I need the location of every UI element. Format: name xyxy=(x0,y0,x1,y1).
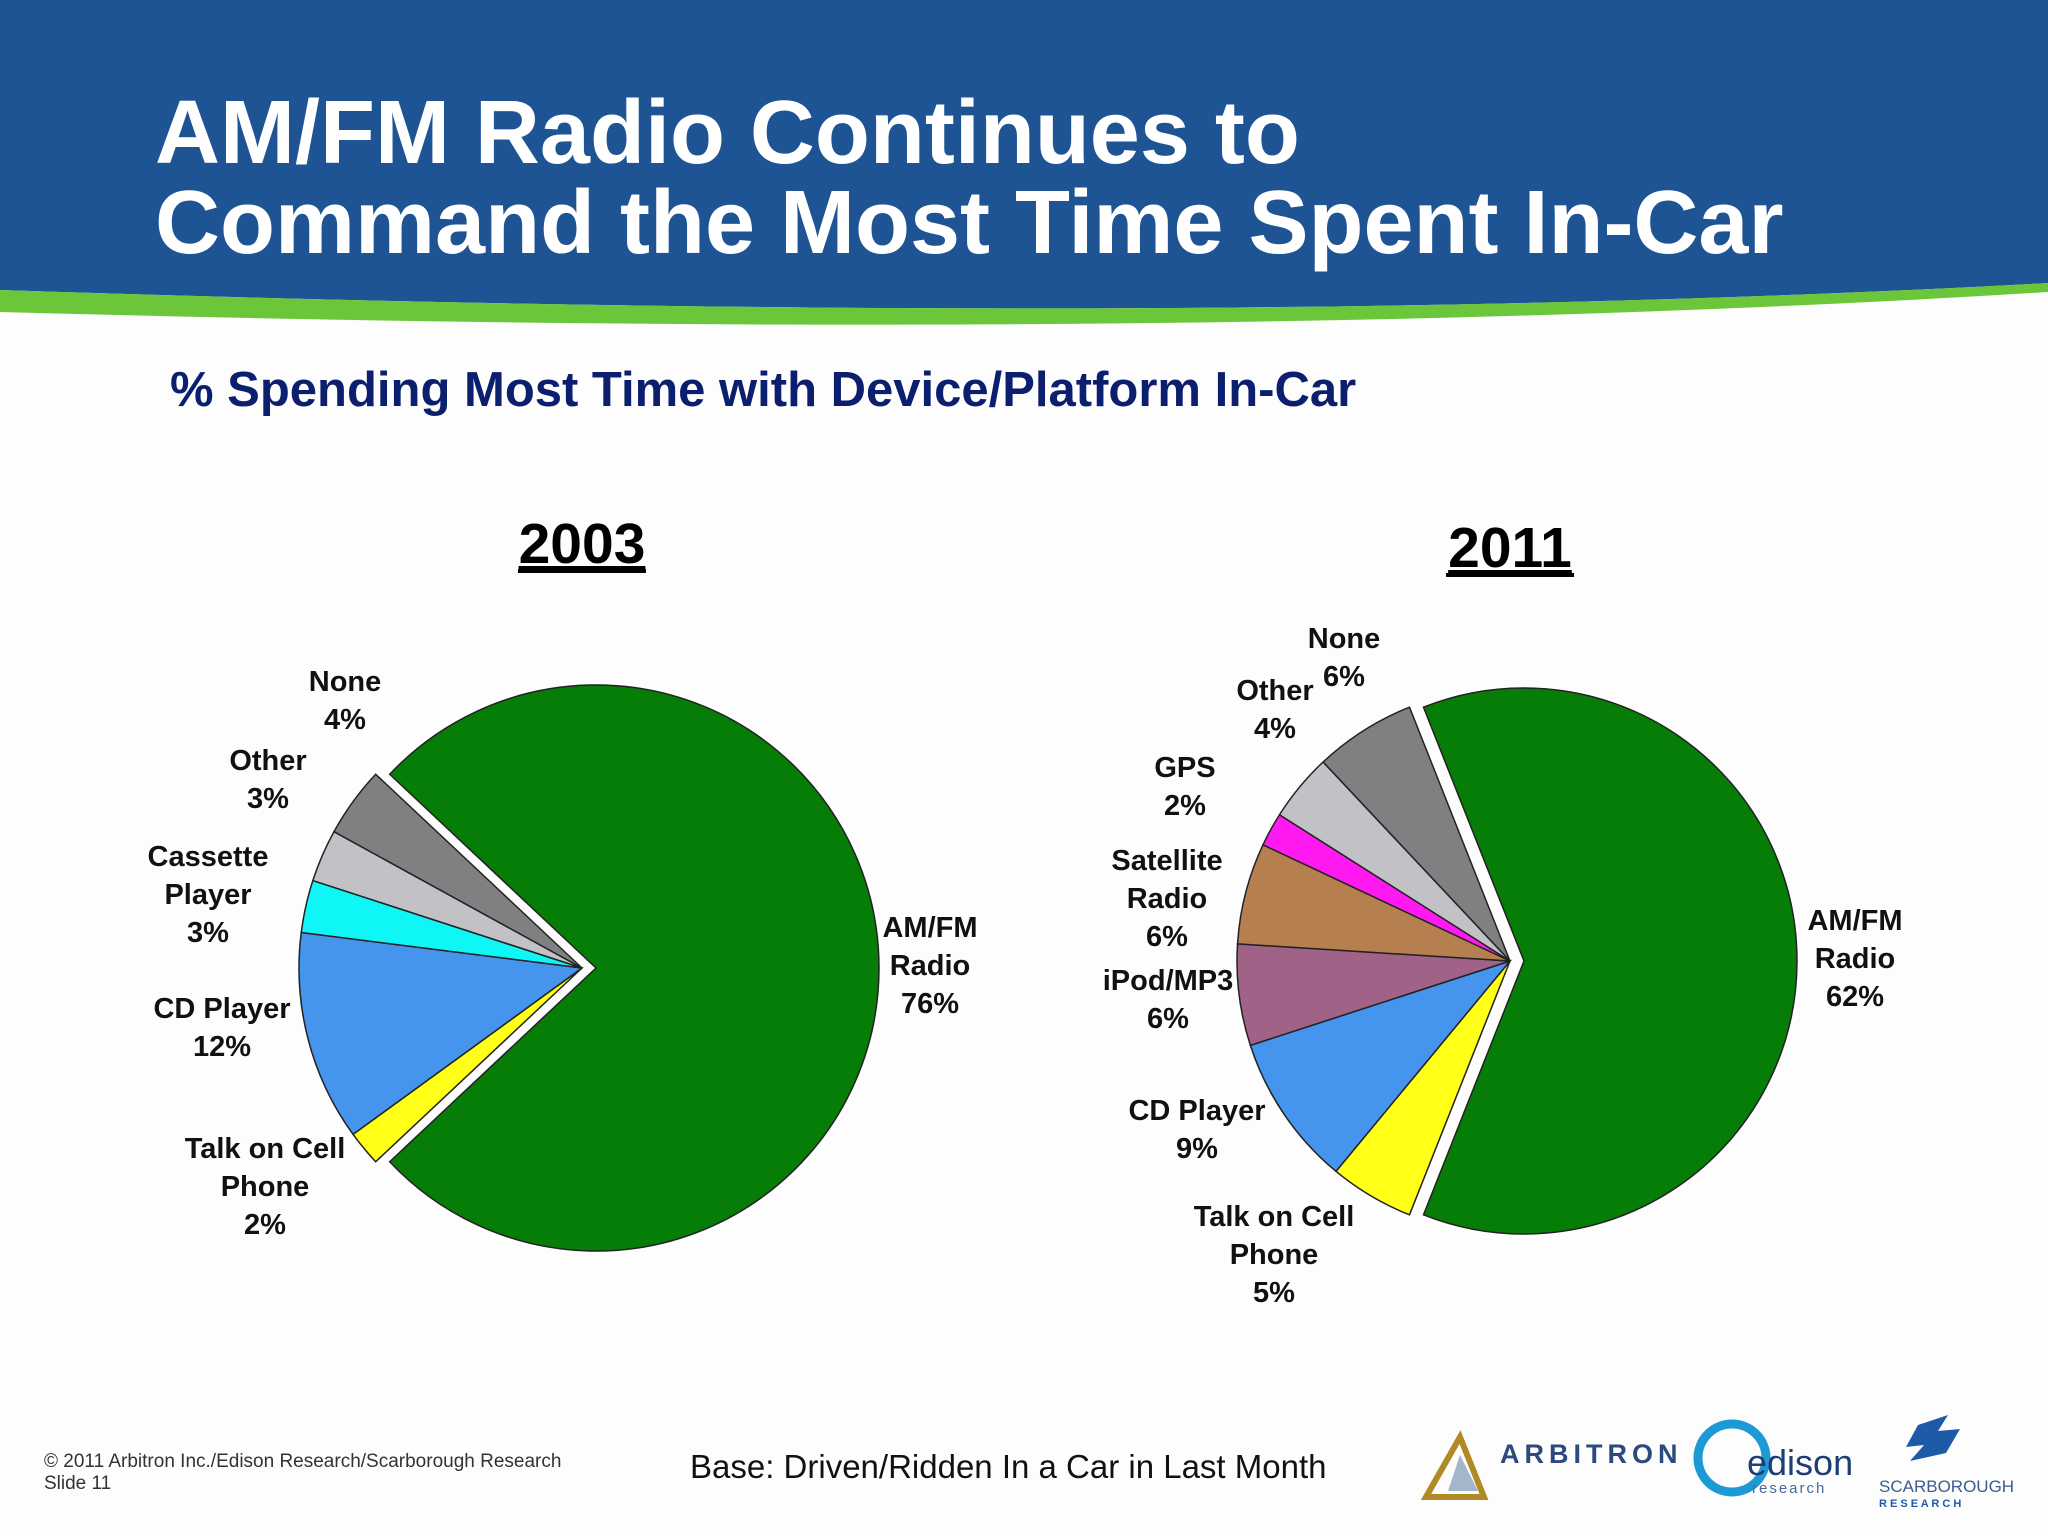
slice-label-line: 4% xyxy=(1254,713,1296,745)
page-title: AM/FM Radio Continues to Command the Mos… xyxy=(155,88,1975,268)
chart-title-2011: 2011 xyxy=(1448,516,1572,580)
slice-label-line: Talk on Cell xyxy=(185,1133,346,1165)
scarborough-logo: SCARBOROUGH R E S E A R C H xyxy=(1879,1415,2014,1510)
slice-label-2003-am-fm-radio: AM/FM Radio 76% xyxy=(882,912,977,1020)
slice-label-2003-cd-player: CD Player 12% xyxy=(153,993,290,1063)
slice-label-line: 2% xyxy=(1164,790,1206,822)
arbitron-logo-mark xyxy=(1420,1430,1489,1500)
pie-charts: AM/FM Radio 76% Talk on Cell Phone 2% CD Playe… xyxy=(148,512,1903,1309)
pie-chart-2011: AM/FM Radio 62% Talk on Cell Phone 5% CD Playe… xyxy=(1103,516,1903,1309)
slice-label-line: Talk on Cell xyxy=(1194,1201,1355,1233)
slice-label-line: 2% xyxy=(244,1209,286,1241)
slice-label-2003-talk-on-cell-phone: Talk on Cell Phone 2% xyxy=(185,1133,346,1241)
slice-label-line: 12% xyxy=(193,1031,251,1063)
slice-label-2011-satellite-radio: Satellite Radio 6% xyxy=(1111,845,1222,953)
edison-logo-mark xyxy=(1693,1419,1771,1497)
pie-slice-2011-cd-player xyxy=(1249,959,1513,1173)
slice-label-line: 6% xyxy=(1323,661,1365,693)
header-band xyxy=(0,0,2048,325)
arbitron-wordmark: ARBITRON xyxy=(1500,1439,1683,1469)
slice-label-line: Phone xyxy=(221,1171,310,1203)
pie-slice-2011-none xyxy=(1322,706,1511,962)
slice-label-line: Phone xyxy=(1230,1239,1319,1271)
slice-label-line: Cassette xyxy=(148,841,269,873)
title-line-1: AM/FM Radio Continues to xyxy=(155,83,1300,183)
header-background xyxy=(0,0,2048,309)
slice-label-line: 62% xyxy=(1826,981,1884,1013)
slice-label-2011-gps: GPS 2% xyxy=(1154,752,1215,822)
chart-title-2003: 2003 xyxy=(519,512,646,576)
slice-label-line: 3% xyxy=(247,783,289,815)
slide-number: Slide 11 xyxy=(44,1473,112,1494)
slice-label-line: Satellite xyxy=(1111,845,1222,877)
slice-label-line: CD Player xyxy=(153,993,290,1025)
base-note: Base: Driven/Ridden In a Car in Last Mon… xyxy=(690,1448,1327,1485)
slice-label-line: Radio xyxy=(890,950,971,982)
slice-label-line: 9% xyxy=(1176,1133,1218,1165)
slice-label-line: CD Player xyxy=(1128,1095,1265,1127)
pie-chart-2003: AM/FM Radio 76% Talk on Cell Phone 2% CD Playe… xyxy=(148,512,978,1252)
copyright-text: © 2011 Arbitron Inc./Edison Research/Sca… xyxy=(44,1451,562,1472)
slice-label-line: 4% xyxy=(324,704,366,736)
chart-subtitle: % Spending Most Time with Device/Platfor… xyxy=(170,363,1357,417)
slice-label-2011-am-fm-radio: AM/FM Radio 62% xyxy=(1807,905,1902,1013)
edison-subword: research xyxy=(1752,1480,1826,1497)
slice-label-line: 5% xyxy=(1253,1277,1295,1309)
slice-label-2011-none: None 6% xyxy=(1308,623,1381,693)
scarborough-wordmark: SCARBOROUGH xyxy=(1879,1477,2014,1496)
slice-label-2003-none: None 4% xyxy=(309,666,382,736)
slice-label-2003-other: Other 3% xyxy=(229,745,306,815)
pie-slice-2011-am-fm-radio xyxy=(1422,687,1798,1235)
footer-copyright: © 2011 Arbitron Inc./Edison Research/Sca… xyxy=(44,1451,561,1495)
title-line-2: Command the Most Time Spent In-Car xyxy=(155,173,1784,273)
slice-label-line: AM/FM xyxy=(882,912,977,944)
edison-wordmark: edison xyxy=(1747,1442,1853,1483)
slice-label-2011-other: Other 4% xyxy=(1236,675,1313,745)
slice-label-line: Other xyxy=(229,745,306,777)
header-accent-stripe xyxy=(0,283,2048,325)
slice-label-line: 6% xyxy=(1147,1003,1189,1035)
slice-label-line: 76% xyxy=(901,988,959,1020)
slice-label-2011-ipod-mp3: iPod/MP3 6% xyxy=(1103,965,1234,1035)
slice-label-line: 6% xyxy=(1146,921,1188,953)
scarborough-logo-mark xyxy=(1906,1415,1960,1461)
slice-label-line: Radio xyxy=(1127,883,1208,915)
scarborough-subword: R E S E A R C H xyxy=(1879,1498,1961,1510)
slice-label-2011-cd-player: CD Player 9% xyxy=(1128,1095,1265,1165)
slice-label-line: None xyxy=(309,666,382,698)
slice-label-line: None xyxy=(1308,623,1381,655)
arbitron-logo-shade xyxy=(1448,1455,1478,1491)
pie-slice-2003-none xyxy=(332,773,583,969)
slice-label-line: GPS xyxy=(1154,752,1215,784)
arbitron-logo: ARBITRON xyxy=(1420,1430,1683,1500)
slice-label-2011-talk-on-cell-phone: Talk on Cell Phone 5% xyxy=(1194,1201,1355,1309)
pie-slice-2003-cd-player xyxy=(298,931,584,1136)
pie-slice-2003-am-fm-radio xyxy=(388,684,880,1252)
slice-label-line: 3% xyxy=(187,917,229,949)
slice-label-2003-cassette-player: Cassette Player 3% xyxy=(148,841,269,949)
edison-logo: edison research xyxy=(1693,1419,1853,1497)
sponsor-logos: ARBITRON edison research SCARBOROUGH R E… xyxy=(1420,1415,2014,1510)
slice-label-line: Player xyxy=(164,879,251,911)
slice-label-line: Radio xyxy=(1815,943,1896,975)
slice-label-line: AM/FM xyxy=(1807,905,1902,937)
slice-label-line: Other xyxy=(1236,675,1313,707)
slice-label-line: iPod/MP3 xyxy=(1103,965,1234,997)
